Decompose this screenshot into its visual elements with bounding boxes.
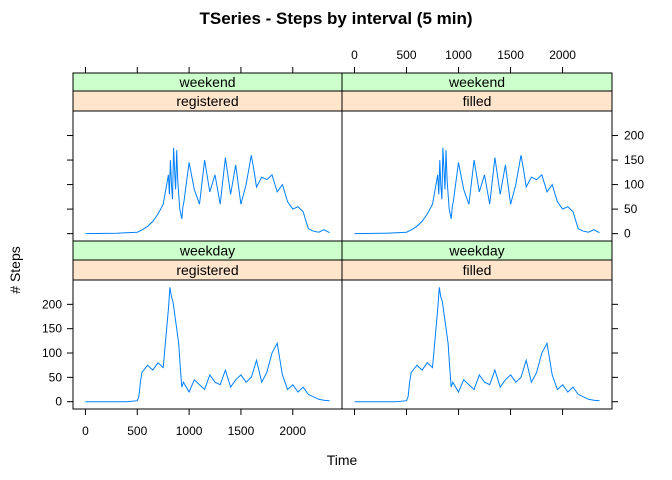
x-tick-label-top-1500: 1500	[497, 48, 524, 62]
strip-top-label-weekday-registered: weekday	[179, 243, 235, 259]
x-tick-label-bottom-500: 500	[127, 424, 147, 438]
strip-top-label-weekday-filled: weekday	[448, 243, 504, 259]
x-tick-label-top-500: 500	[396, 48, 416, 62]
panel-weekend-registered: weekend registered	[72, 72, 343, 242]
panel-weekday-filled: weekday filled	[341, 240, 613, 410]
y-axis-label: # Steps	[7, 246, 23, 293]
y-tick-label-right-150: 150	[624, 153, 644, 167]
y-tick-label-left-0: 0	[55, 395, 62, 409]
series-line-weekend-filled	[354, 147, 600, 235]
x-tick-label-bottom-0: 0	[82, 424, 89, 438]
chart-title: TSeries - Steps by interval (5 min)	[199, 9, 472, 28]
y-tick-label-right-200: 200	[624, 129, 644, 143]
x-tick-label-top-1000: 1000	[445, 48, 472, 62]
x-tick-label-top-2000: 2000	[549, 48, 576, 62]
strip-bottom-label-weekend-filled: filled	[463, 93, 492, 109]
strip-top-label-weekend-filled: weekend	[448, 74, 505, 90]
strip-top-label-weekend-registered: weekend	[178, 74, 235, 90]
plot-frame-weekday-filled	[341, 279, 613, 410]
x-tick-label-bottom-1000: 1000	[176, 424, 203, 438]
y-tick-label-right-50: 50	[624, 202, 638, 216]
strip-bottom-label-weekday-registered: registered	[176, 262, 238, 278]
y-tick-label-right-100: 100	[624, 178, 644, 192]
series-line-weekend-registered	[85, 147, 330, 235]
plot-frame-weekday-registered	[72, 279, 343, 410]
y-tick-label-left-200: 200	[42, 297, 62, 311]
y-tick-label-left-50: 50	[49, 370, 63, 384]
series-line-weekday-registered	[85, 287, 330, 403]
strip-bottom-label-weekday-filled: filled	[463, 262, 492, 278]
series-line-weekday-filled	[354, 287, 600, 403]
x-axis-label: Time	[327, 452, 358, 468]
x-tick-label-bottom-2000: 2000	[279, 424, 306, 438]
x-tick-label-bottom-1500: 1500	[228, 424, 255, 438]
y-tick-label-right-0: 0	[624, 227, 631, 241]
panels-layer: weekend registered weekend filled weekday reg…	[42, 48, 644, 438]
y-tick-label-left-100: 100	[42, 346, 62, 360]
panel-weekday-registered: weekday registered	[72, 240, 343, 410]
x-tick-label-top-0: 0	[351, 48, 358, 62]
strip-bottom-label-weekend-registered: registered	[176, 93, 238, 109]
panel-weekend-filled: weekend filled	[341, 72, 613, 242]
y-tick-label-left-150: 150	[42, 322, 62, 336]
